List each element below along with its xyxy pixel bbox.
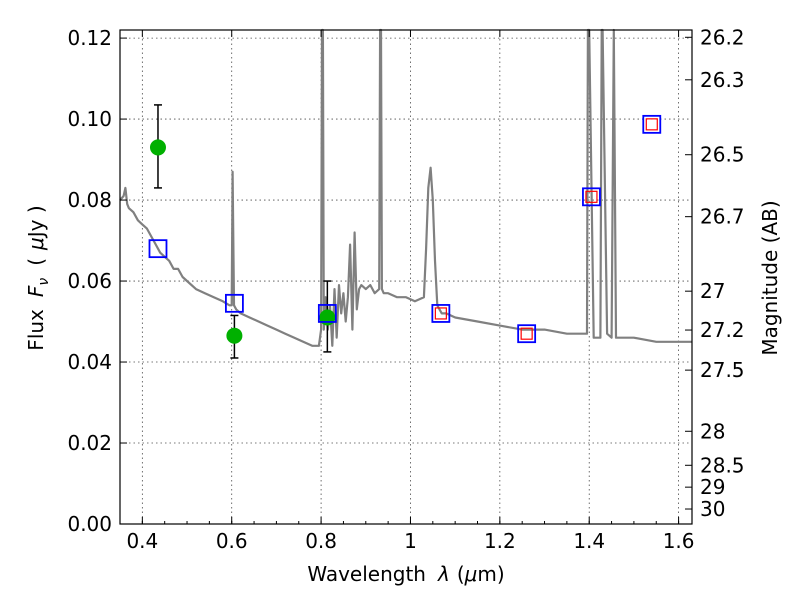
x-tick-label: 1.4 [573, 529, 605, 553]
x-tick-label: 0.4 [126, 529, 158, 553]
blue-square-marker [148, 239, 168, 259]
plot-frame [119, 29, 693, 525]
y-tick-label: 0.10 [67, 107, 112, 131]
y2-tick-label: 28.5 [700, 453, 745, 477]
blue-square-marker [317, 304, 337, 323]
y2-tick-label: 28 [700, 419, 725, 443]
blue-square-marker [431, 304, 451, 323]
red-square-marker [585, 190, 598, 203]
spectrum-layer [119, 28, 692, 347]
x-tick-label: 1 [404, 529, 417, 553]
y-tick-label: 0.08 [67, 188, 112, 212]
y-tick-label: 0.06 [67, 269, 112, 293]
points-layer [148, 104, 662, 359]
y2-tick-label: 27.5 [700, 358, 745, 382]
x-tick-label: 0.8 [305, 529, 337, 553]
y-tick-label: 0.04 [67, 350, 112, 374]
observed-marker [226, 327, 243, 344]
y2-tick-label: 27.2 [700, 318, 745, 342]
x-axis-label: Wavelength λ (μm) [307, 562, 504, 586]
y2-tick-label: 29 [700, 475, 725, 499]
model-spectrum-line [119, 28, 692, 347]
y2-tick-label: 30 [700, 497, 725, 521]
y2-axis-label: Magnitude (AB) [758, 200, 782, 355]
y2-tick-label: 26.3 [700, 68, 745, 92]
x-axis-ticks: 0.4 0.6 0.8 1 1.2 1.4 1.6 [119, 30, 695, 553]
y2-tick-label: 26.2 [700, 25, 745, 49]
y-tick-label: 0.00 [67, 512, 112, 536]
y-tick-label: 0.12 [67, 26, 112, 50]
x-tick-label: 1.6 [663, 529, 695, 553]
observed-point [149, 104, 166, 189]
observed-marker [149, 139, 166, 156]
blue-square-marker [642, 114, 662, 134]
axes [119, 29, 693, 525]
y-axis-ticks: 0.00 0.02 0.04 0.06 0.08 0.10 0.12 [67, 26, 127, 536]
y2-tick-label: 26.5 [700, 143, 745, 167]
x-tick-label: 1.2 [484, 529, 516, 553]
blue-square-marker [517, 324, 537, 344]
observed-point [226, 314, 243, 359]
y2-tick-label: 27 [700, 279, 725, 303]
y2-tick-label: 26.7 [700, 205, 745, 229]
blue-square-marker [224, 293, 244, 313]
red-square-marker [434, 307, 447, 320]
y-tick-label: 0.02 [67, 431, 112, 455]
blue-square-marker [582, 187, 601, 207]
y-axis-label: FluxFν(μJy ) [24, 205, 52, 350]
red-square-marker [645, 118, 658, 131]
red-square-marker [520, 327, 533, 340]
observed-marker [319, 309, 336, 326]
x-tick-label: 0.6 [216, 529, 248, 553]
